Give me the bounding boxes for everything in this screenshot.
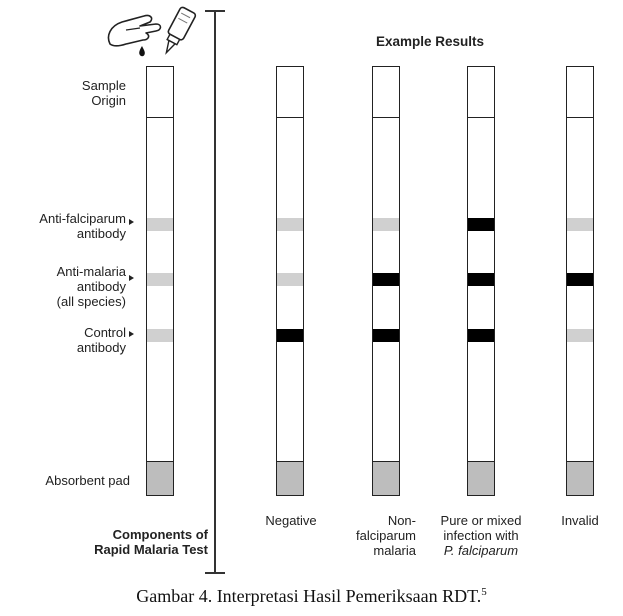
- falciparum-band: [567, 218, 593, 231]
- strip-separator: [373, 117, 399, 118]
- control-band: [468, 329, 494, 342]
- result-label-line: Non-: [387, 513, 416, 528]
- malaria-band: [277, 273, 303, 286]
- result-label-line: Invalid: [561, 513, 599, 528]
- control-band: [147, 329, 173, 342]
- absorbent-pad: [468, 461, 494, 495]
- control-band: [567, 329, 593, 342]
- result-strip: [372, 66, 400, 496]
- strip-separator: [567, 117, 593, 118]
- absorbent-pad: [147, 461, 173, 495]
- result-label: Non-falciparum malaria: [326, 513, 416, 558]
- falciparum-band: [373, 218, 399, 231]
- control-band: [373, 329, 399, 342]
- result-label: Negative: [226, 513, 356, 528]
- result-label-line: infection with: [443, 528, 519, 543]
- absorbent-pad: [567, 461, 593, 495]
- falciparum-band: [277, 218, 303, 231]
- divider-top-cap: [205, 10, 225, 12]
- strip-separator: [468, 117, 494, 118]
- vertical-divider: [214, 10, 216, 574]
- falciparum-band: [468, 218, 494, 231]
- falciparum-band: [147, 218, 173, 231]
- result-strip: [467, 66, 495, 496]
- result-label-line: P. falciparum: [443, 543, 519, 558]
- strip-separator: [147, 117, 173, 118]
- component-strip: [146, 66, 174, 496]
- components-footer-label: Components of Rapid Malaria Test: [94, 527, 208, 557]
- result-label-line: falciparum: [356, 528, 416, 543]
- anti-malaria-label: Anti-malaria antibody (all species): [56, 264, 126, 309]
- malaria-band: [147, 273, 173, 286]
- absorbent-pad-label: Absorbent pad: [45, 473, 130, 488]
- arrow-right-icon: [129, 219, 134, 225]
- result-label-line: Pure or mixed: [440, 513, 522, 528]
- dropper-hand-icon: [107, 6, 197, 57]
- result-label: Pure or mixed infection with P. falciparum: [422, 513, 540, 558]
- result-strip: [276, 66, 304, 496]
- malaria-band: [468, 273, 494, 286]
- example-results-title: Example Results: [375, 34, 485, 49]
- result-strip: [566, 66, 594, 496]
- malaria-band: [567, 273, 593, 286]
- arrow-right-icon: [129, 275, 134, 281]
- divider-bottom-cap: [205, 572, 225, 574]
- absorbent-pad: [373, 461, 399, 495]
- control-band: [277, 329, 303, 342]
- absorbent-pad: [277, 461, 303, 495]
- result-label-line: malaria: [373, 543, 416, 558]
- arrow-right-icon: [129, 331, 134, 337]
- sample-origin-label: Sample Origin: [81, 78, 126, 108]
- result-label-line: Negative: [265, 513, 317, 528]
- figure-caption: Gambar 4. Interpretasi Hasil Pemeriksaan…: [136, 586, 487, 606]
- control-antibody-label: Control antibody: [76, 325, 126, 355]
- strip-separator: [277, 117, 303, 118]
- malaria-band: [373, 273, 399, 286]
- anti-falciparum-label: Anti-falciparum antibody: [39, 211, 126, 241]
- result-label: Invalid: [540, 513, 620, 528]
